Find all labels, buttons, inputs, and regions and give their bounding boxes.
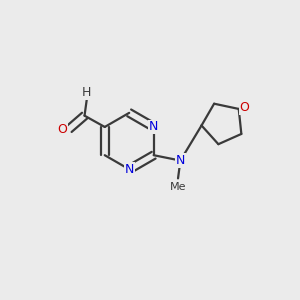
Text: N: N <box>149 121 158 134</box>
Text: H: H <box>82 86 92 99</box>
Text: Me: Me <box>170 182 186 192</box>
Text: O: O <box>58 122 68 136</box>
Text: N: N <box>124 163 134 176</box>
Text: N: N <box>176 154 185 167</box>
Text: O: O <box>240 101 250 114</box>
